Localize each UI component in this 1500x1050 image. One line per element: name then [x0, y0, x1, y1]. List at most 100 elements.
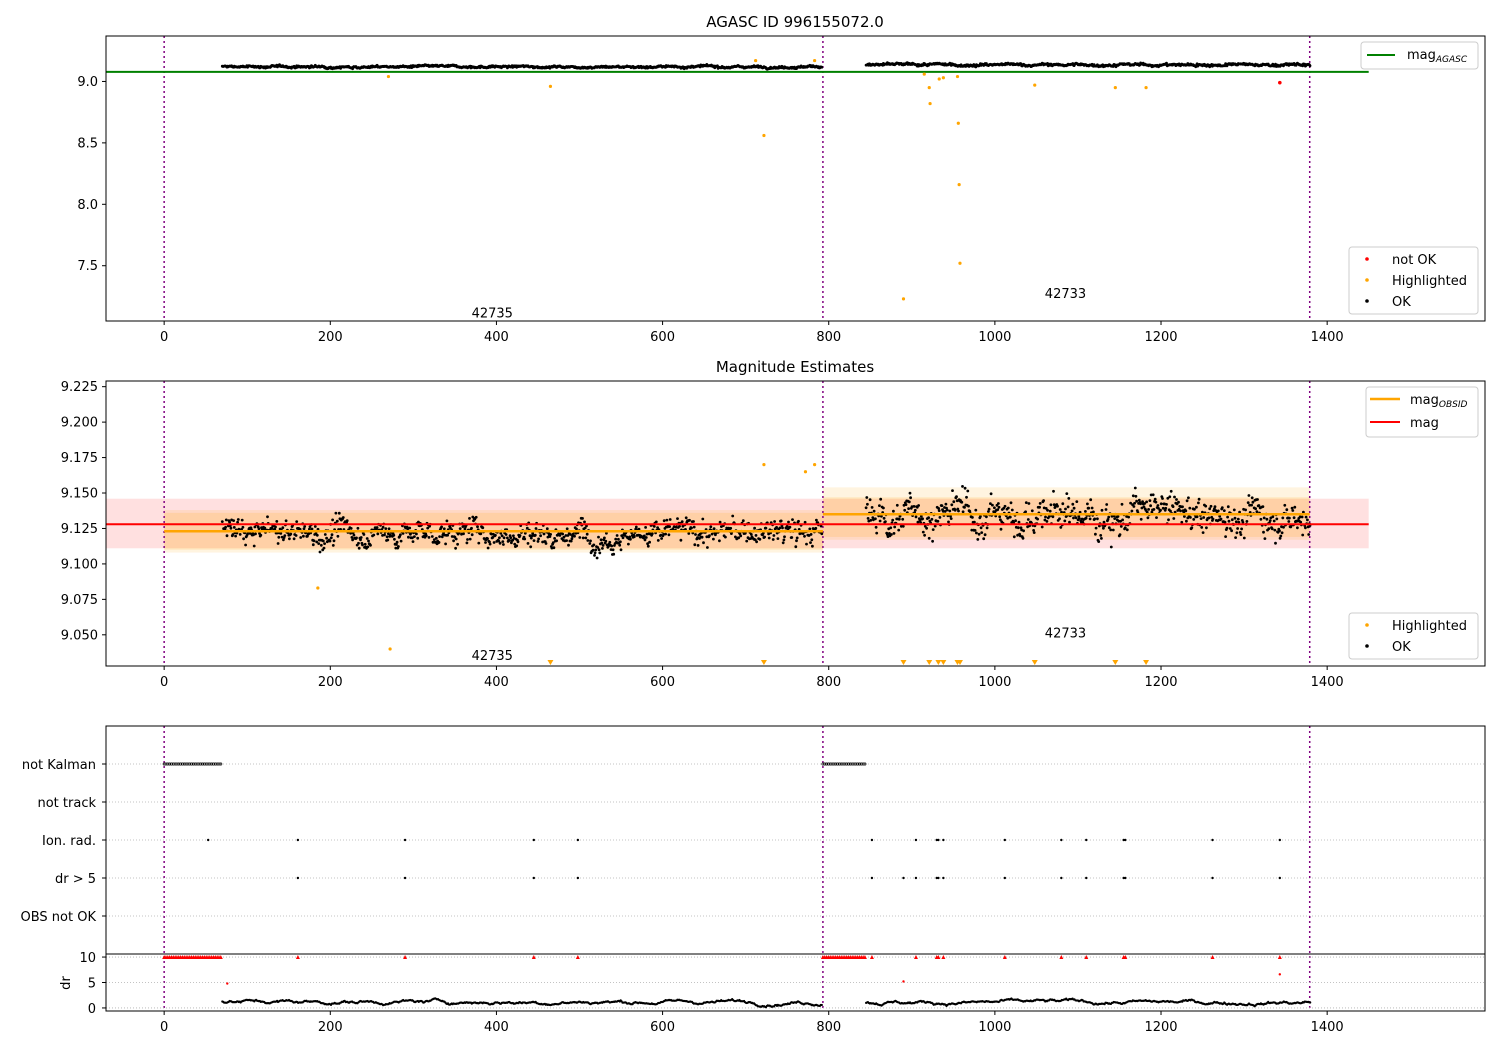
dr-gt5-flag [870, 876, 874, 880]
x-tick-label: 1400 [1311, 1020, 1344, 1035]
ok-point [386, 538, 390, 542]
ok-point [484, 541, 487, 544]
ok-point [1211, 517, 1215, 521]
ok-point [654, 520, 658, 524]
not-kalman-flag [202, 762, 206, 766]
ok-point [1131, 494, 1135, 498]
ok-point [1038, 502, 1042, 505]
ok-point [372, 533, 376, 537]
ok-point [1228, 527, 1232, 530]
ok-point [331, 544, 335, 547]
x-tick-label: 1400 [1311, 330, 1344, 345]
ok-point [558, 534, 562, 537]
ok-point [1298, 515, 1302, 519]
ok-point [458, 527, 462, 530]
ok-point [1245, 520, 1249, 523]
ok-point [598, 551, 602, 555]
ok-point [650, 532, 654, 536]
ok-point [569, 533, 572, 536]
ok-point [767, 536, 771, 540]
ok-point [1164, 506, 1168, 510]
not-kalman-flag [175, 762, 179, 766]
ok-point [1145, 500, 1148, 504]
ok-point [367, 539, 370, 543]
ok-point [1084, 516, 1088, 520]
ok-point [1133, 501, 1136, 505]
ok-point [308, 527, 311, 531]
ok-point [533, 533, 537, 537]
ok-point [416, 536, 420, 540]
ok-point [332, 539, 336, 543]
ok-point [454, 537, 458, 541]
magnitude-axes: 0 200 400 600 800 1000 1200 14009.0509.0759.100… [61, 380, 1344, 690]
ok-point [656, 539, 660, 542]
ok-point [712, 537, 715, 541]
ok-point [1207, 516, 1211, 520]
ok-point [323, 542, 326, 545]
dr-red-point [902, 980, 905, 983]
ok-point [501, 540, 505, 543]
ok-point [731, 514, 735, 518]
ok-point [1120, 502, 1124, 506]
dr-gt5-flag [576, 876, 580, 880]
ok-point [1195, 505, 1198, 509]
ok-point [351, 538, 354, 542]
not-kalman-flag [219, 762, 223, 766]
ok-point [913, 508, 917, 512]
ok-point [1180, 520, 1184, 524]
ok-point [868, 498, 872, 502]
ok-point [350, 536, 354, 539]
ok-point [897, 517, 901, 521]
ok-point [627, 542, 630, 546]
ok-point [993, 506, 996, 510]
ok-point [263, 526, 267, 530]
ok-point [325, 536, 328, 540]
ion-rad-flag [870, 838, 874, 842]
highlighted-out-of-range-marker [935, 660, 942, 665]
ok-point [644, 536, 648, 539]
ok-point [1168, 495, 1172, 499]
not-kalman-flag [199, 762, 203, 766]
not-kalman-flag [832, 762, 836, 766]
highlighted-out-of-range-marker [926, 660, 933, 665]
ok-point [608, 540, 612, 544]
ok-point [1058, 517, 1061, 521]
legend-marker [1365, 623, 1369, 627]
ok-point [773, 520, 776, 523]
ok-point [936, 519, 940, 523]
legend-marker [1365, 299, 1369, 303]
dr-gt5-flag [1060, 876, 1063, 880]
ok-point [1304, 526, 1307, 530]
ok-point [1094, 526, 1098, 530]
ok-point [1222, 509, 1226, 512]
ion-rad-flag [576, 838, 580, 842]
ok-point [865, 496, 869, 499]
ok-point [452, 539, 455, 543]
ok-point [991, 503, 994, 507]
ok-point [498, 541, 502, 545]
ok-point [1024, 501, 1028, 504]
ok-point [912, 505, 916, 508]
x-tick-label: 600 [650, 330, 675, 345]
ok-point [692, 525, 696, 529]
ok-point [376, 532, 380, 536]
ok-point [537, 537, 540, 541]
ion-rad-flag [942, 838, 945, 842]
not-kalman-flag [186, 762, 190, 766]
dr-clipped-marker [403, 955, 408, 960]
ok-point [1238, 531, 1242, 534]
ok-point [1230, 518, 1234, 522]
ok-point [1283, 503, 1287, 507]
ok-point [1197, 497, 1201, 501]
x-tick-label: 0 [160, 1020, 168, 1035]
ok-point [1127, 515, 1130, 519]
ok-point [1075, 500, 1079, 503]
ok-point [1135, 499, 1138, 503]
ion-rad-flag [1278, 838, 1282, 842]
ok-point [1234, 520, 1238, 524]
dr-clipped-marker [1002, 955, 1007, 960]
